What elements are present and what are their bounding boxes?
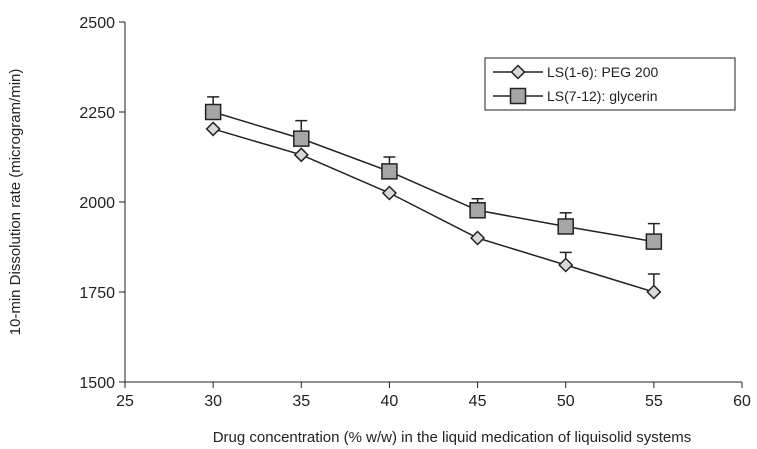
y-tick-label: 1750	[79, 285, 115, 302]
data-point	[470, 230, 486, 246]
legend: LS(1-6): PEG 200 LS(7-12): glycerin	[484, 57, 736, 111]
data-point	[293, 147, 309, 163]
data-point	[645, 233, 663, 250]
data-point	[205, 121, 221, 137]
series-line	[212, 128, 655, 293]
data-point	[204, 103, 222, 121]
y-tick-label: 1500	[79, 375, 115, 392]
data-point	[381, 185, 397, 201]
series-2	[204, 96, 663, 250]
data-point	[558, 257, 574, 273]
legend-box	[484, 57, 736, 111]
x-tick-label: 60	[733, 393, 751, 410]
legend-marker	[509, 87, 527, 105]
series-layer	[204, 96, 663, 300]
series-1	[205, 121, 662, 300]
x-tick-label: 25	[116, 393, 134, 410]
x-tick-label: 50	[557, 393, 575, 410]
x-axis-ticks: 25 30 35 40 45 50 55 60	[116, 382, 751, 410]
x-tick-label: 45	[469, 393, 487, 410]
legend-label: LS(1-6): PEG 200	[547, 64, 658, 80]
x-tick-label: 35	[292, 393, 310, 410]
y-tick-label: 2250	[79, 105, 115, 122]
data-point	[293, 130, 310, 147]
legend-marker	[510, 64, 526, 80]
legend-label: LS(7-12): glycerin	[547, 88, 658, 104]
x-axis-title: Drug concentration (% w/w) in the liquid…	[213, 429, 692, 446]
x-tick-label: 30	[204, 393, 222, 410]
data-point	[646, 284, 662, 300]
data-point	[557, 218, 574, 235]
data-point	[381, 163, 398, 180]
y-tick-label: 2000	[79, 195, 115, 212]
x-tick-label: 40	[381, 393, 399, 410]
y-tick-label: 2500	[79, 15, 115, 32]
x-tick-label: 55	[645, 393, 663, 410]
data-point	[469, 202, 486, 219]
series-line	[212, 111, 654, 243]
y-axis-title: 10-min Dissolution rate (microgram/min)	[7, 69, 24, 336]
y-axis-ticks: 1500 1750 2000 2250 2500	[79, 15, 125, 392]
